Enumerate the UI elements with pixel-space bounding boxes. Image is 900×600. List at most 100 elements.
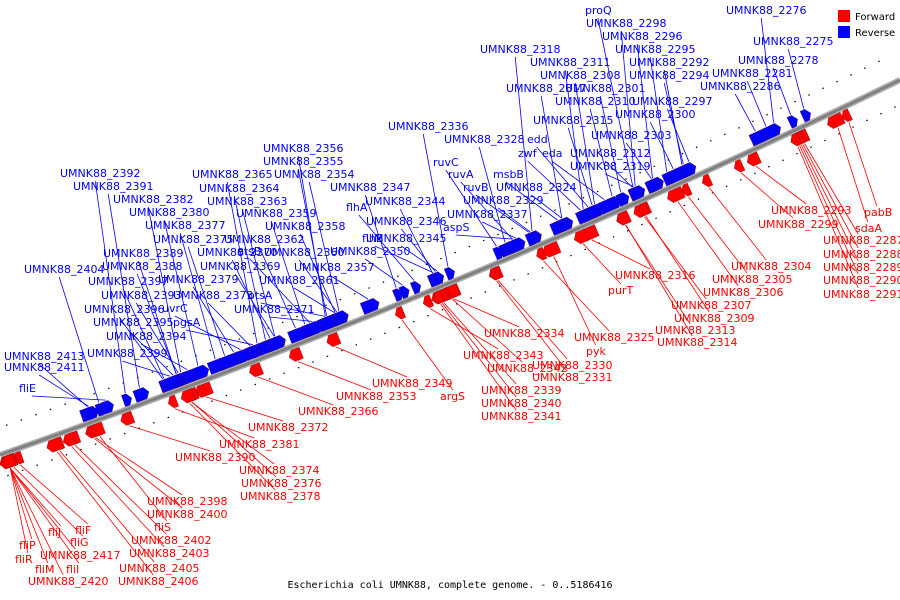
leader-line bbox=[445, 169, 497, 247]
leader-line bbox=[760, 17, 774, 123]
leader-line bbox=[9, 468, 29, 554]
forward-gene bbox=[46, 436, 66, 453]
leader-line bbox=[553, 256, 596, 346]
leader-line bbox=[443, 302, 517, 385]
forward-gene-label: UMNK88_2314 bbox=[657, 336, 737, 349]
leader-line bbox=[94, 180, 126, 393]
reverse-gene-label: UMNK88_2359 bbox=[236, 207, 316, 220]
forward-gene-label: UMNK88_2378 bbox=[240, 490, 320, 503]
leader-line bbox=[191, 401, 275, 465]
leader-line bbox=[400, 228, 436, 272]
reverse-gene-label: UMNK88_2379 bbox=[158, 273, 238, 286]
reverse-gene-label: UMNK88_2393 bbox=[101, 289, 181, 302]
reverse-gene-label: UMNK88_2413 bbox=[4, 350, 84, 363]
label-leader-lines bbox=[9, 17, 878, 576]
leader-line bbox=[129, 425, 211, 452]
reverse-gene-label: msbB bbox=[493, 168, 524, 181]
forward-gene-label: UMNK88_2341 bbox=[481, 410, 561, 423]
forward-gene-label: UMNK88_2402 bbox=[131, 534, 211, 547]
reverse-gene-label: UMNK88_2360 bbox=[264, 246, 344, 259]
reverse-gene bbox=[181, 369, 196, 385]
leader-line bbox=[174, 315, 241, 350]
reverse-gene-label: UMNK88_2411 bbox=[4, 361, 84, 374]
reverse-gene-label: UMNK88_2369 bbox=[200, 260, 280, 273]
reverse-gene-label: UMNK88_2286 bbox=[700, 80, 780, 93]
legend-label: Forward bbox=[855, 12, 895, 23]
leader-line bbox=[530, 194, 562, 219]
leader-line bbox=[496, 280, 568, 372]
reverse-gene bbox=[786, 115, 798, 129]
leader-line bbox=[71, 446, 165, 548]
leader-line bbox=[9, 468, 76, 550]
leader-line bbox=[189, 402, 276, 491]
reverse-gene bbox=[524, 231, 539, 247]
reverse-gene-label: UMNK88_2281 bbox=[712, 67, 792, 80]
leader-line bbox=[257, 376, 334, 406]
reverse-gene-label: UMNK88_2310 bbox=[555, 95, 635, 108]
leader-line bbox=[258, 246, 296, 329]
forward-gene-label: UMNK88_2390 bbox=[175, 451, 255, 464]
leader-line bbox=[74, 444, 167, 535]
leader-line bbox=[374, 245, 434, 273]
forward-gene-label: purT bbox=[608, 284, 633, 297]
leader-line bbox=[649, 56, 668, 172]
leader-line bbox=[755, 165, 807, 205]
reverse-gene-label: UMNK88_2364 bbox=[199, 182, 279, 195]
leader-line bbox=[226, 181, 258, 344]
reverse-gene bbox=[84, 406, 96, 421]
reverse-gene-label: UMNK88_2358 bbox=[265, 220, 345, 233]
leader-line bbox=[13, 466, 84, 537]
reverse-gene-label: UMNK88_2301 bbox=[565, 82, 645, 95]
forward-gene bbox=[433, 290, 445, 304]
leader-line bbox=[163, 219, 199, 366]
forward-gene-label: sdaA bbox=[855, 222, 882, 235]
reverse-gene-label: otsA bbox=[248, 289, 273, 302]
forward-gene bbox=[841, 108, 853, 122]
reverse-gene-label: fliE bbox=[19, 382, 36, 395]
leader-line bbox=[364, 258, 403, 286]
reverse-gene bbox=[799, 109, 811, 123]
leader-line bbox=[440, 303, 517, 411]
forward-gene bbox=[747, 151, 762, 167]
forward-gene bbox=[536, 247, 548, 261]
forward-gene-label: pyk bbox=[586, 345, 606, 358]
forward-gene-label: UMNK88_2289 bbox=[823, 261, 900, 274]
forward-gene-label: UMNK88_2406 bbox=[118, 575, 198, 588]
reverse-gene bbox=[685, 162, 697, 176]
forward-gene bbox=[574, 229, 589, 244]
forward-gene-label: UMNK88_2400 bbox=[147, 508, 227, 521]
forward-gene-label: argS bbox=[440, 390, 465, 403]
leader-line bbox=[135, 302, 179, 374]
reverse-gene bbox=[235, 349, 249, 364]
leader-line bbox=[540, 95, 563, 219]
reverse-gene-label: UMNK88_2298 bbox=[586, 17, 666, 30]
leader-line bbox=[741, 172, 794, 219]
leader-line bbox=[297, 361, 372, 391]
forward-gene-label: UMNK88_2398 bbox=[147, 495, 227, 508]
reverse-gene-label: pgsA bbox=[173, 316, 201, 329]
reverse-gene-label: UMNK88_2396 bbox=[84, 303, 164, 316]
leader-line bbox=[179, 232, 216, 360]
reverse-gene-label: UMNK88_2394 bbox=[106, 330, 186, 343]
forward-gene bbox=[489, 266, 501, 281]
forward-gene bbox=[827, 112, 846, 129]
leader-line bbox=[543, 260, 610, 332]
forward-gene-label: UMNK88_2405 bbox=[119, 562, 199, 575]
leader-line bbox=[137, 260, 177, 375]
reverse-gene bbox=[666, 168, 684, 184]
leader-line bbox=[31, 395, 106, 401]
legend-swatch bbox=[838, 10, 850, 22]
reverse-gene-label: UMNK88_2336 bbox=[388, 120, 468, 133]
forward-gene-label: fliP bbox=[19, 539, 36, 552]
leader-line bbox=[95, 437, 183, 496]
leader-line bbox=[645, 215, 710, 313]
leader-line bbox=[234, 273, 275, 337]
forward-gene-label: UMNK88_2306 bbox=[703, 286, 783, 299]
leader-line bbox=[122, 360, 171, 377]
forward-gene-label: fliI bbox=[66, 563, 79, 576]
reverse-gene bbox=[506, 238, 523, 255]
leader-line bbox=[677, 201, 739, 287]
leader-line bbox=[514, 56, 533, 231]
leader-line bbox=[59, 450, 155, 563]
reverse-gene-label: UMNK88_2357 bbox=[294, 261, 374, 274]
